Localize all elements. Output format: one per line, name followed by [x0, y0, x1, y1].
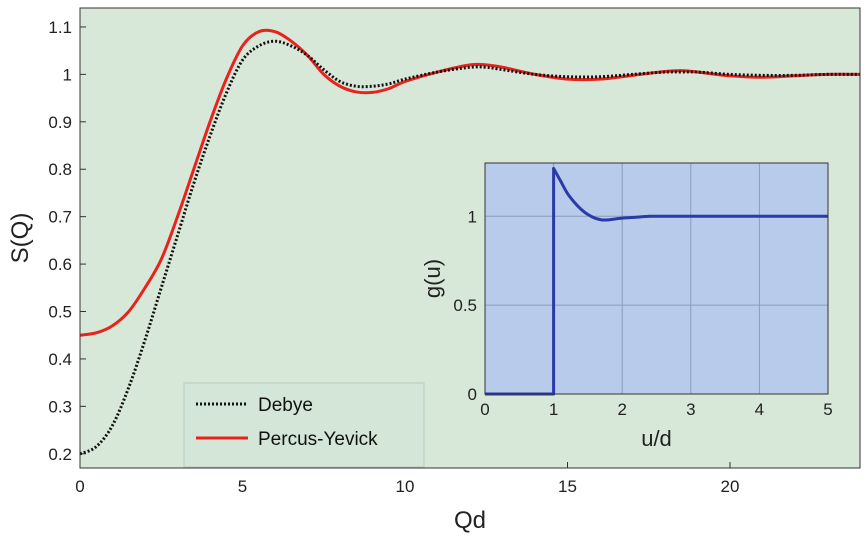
main-x-ticks: 0 5 10 15 20 — [75, 462, 739, 496]
series-percus-yevick-line — [79, 28, 861, 337]
x-tick-label: 20 — [721, 477, 740, 496]
inset-x-tick-label: 2 — [617, 400, 626, 419]
main-series — [79, 28, 861, 456]
inset-x-axis-label: u/d — [641, 426, 672, 451]
x-tick-label: 0 — [75, 477, 84, 496]
series-debye-line — [79, 39, 861, 456]
inset-series — [485, 166, 828, 396]
inset-y-ticks: 00.51 — [453, 207, 477, 404]
main-y-ticks: 0.2 0.3 0.4 0.5 0.6 0.7 0.8 0.9 1 1.1 — [48, 18, 86, 464]
y-tick-label: 0.2 — [48, 445, 72, 464]
inset-x-ticks: 0 1 2 3 4 5 — [480, 400, 832, 419]
inset-x-tick-label: 3 — [686, 400, 695, 419]
x-tick-label: 15 — [558, 477, 577, 496]
main-plot-frame — [79, 7, 861, 469]
legend: Debye Percus-Yevick — [183, 382, 425, 468]
inset-x-tick-label: 1 — [549, 400, 558, 419]
y-axis-label: S(Q) — [7, 213, 34, 264]
x-tick-label: 5 — [238, 477, 247, 496]
y-tick-label: 0.8 — [48, 160, 72, 179]
y-tick-label: 0.9 — [48, 113, 72, 132]
legend-percus-yevick-label: Percus-Yevick — [258, 429, 378, 450]
y-tick-label: 0.6 — [48, 255, 72, 274]
y-tick-label: 0.5 — [48, 303, 72, 322]
legend-box — [183, 382, 425, 468]
y-tick-label: 0.4 — [48, 350, 72, 369]
inset-plot-frame — [484, 162, 829, 395]
inset-y-axis-label: g(u) — [420, 259, 445, 298]
inset-x-tick-label: 4 — [755, 400, 764, 419]
y-tick-label: 1 — [63, 65, 72, 84]
y-tick-label: 0.7 — [48, 208, 72, 227]
inset-y-tick-label: 1 — [468, 207, 477, 226]
x-axis-label: Qd — [454, 507, 486, 534]
inset-x-tick-label: 5 — [823, 400, 832, 419]
inset-y-tick-label: 0 — [468, 385, 477, 404]
x-tick-label: 10 — [396, 477, 415, 496]
inset-plot-area — [485, 163, 828, 394]
y-tick-label: 1.1 — [48, 18, 72, 37]
inset-x-tick-label: 0 — [480, 400, 489, 419]
inset-y-tick-label: 0.5 — [453, 296, 477, 315]
legend-debye-label: Debye — [258, 395, 313, 416]
y-tick-label: 0.3 — [48, 397, 72, 416]
series-g-line — [485, 166, 828, 396]
